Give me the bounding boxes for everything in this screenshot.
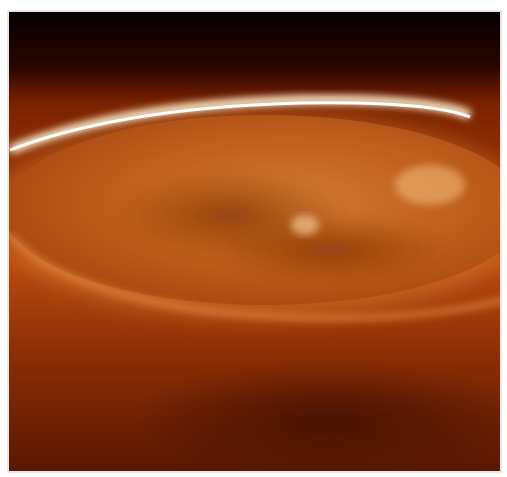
- dark-patch: [210, 215, 450, 285]
- bright-spot: [291, 215, 319, 235]
- bright-arc-core: [9, 101, 471, 152]
- image-content: [9, 12, 500, 471]
- dark-lower-region: [130, 360, 500, 471]
- bright-spot: [395, 165, 465, 205]
- frame-border: [7, 10, 502, 473]
- lower-arc: [9, 232, 500, 321]
